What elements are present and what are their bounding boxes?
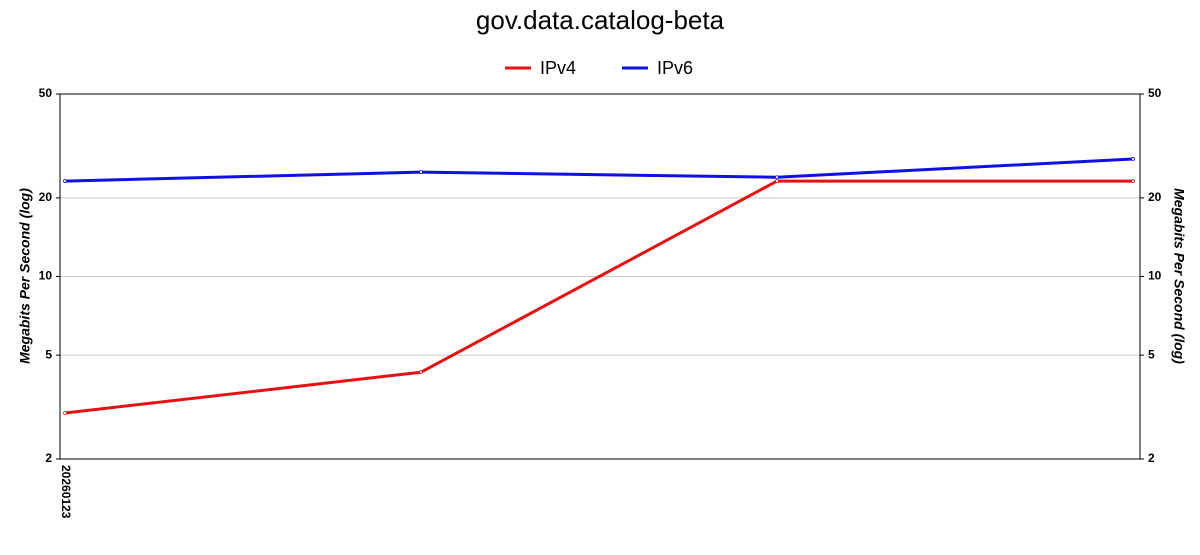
plot-frame [59, 93, 1141, 460]
x-tick-label: 20260123 [59, 465, 73, 519]
data-point [775, 179, 779, 183]
y2-tick-label: 10 [1148, 269, 1162, 283]
data-point [419, 170, 423, 175]
data-point [419, 370, 423, 375]
series-line [64, 157, 1134, 183]
data-point [63, 411, 67, 415]
y2-axis-label: Megabits Per Second (log) [1171, 188, 1187, 364]
y2-tick-label: 50 [1148, 86, 1162, 100]
legend-label: IPv6 [657, 58, 693, 78]
y-tick-label: 5 [45, 347, 52, 361]
data-point [775, 175, 779, 180]
y-axis-label: Megabits Per Second (log) [17, 188, 33, 364]
legend-label: IPv4 [540, 58, 576, 78]
data-point [63, 179, 67, 183]
series-line [64, 179, 1133, 415]
y-tick-label: 2 [45, 451, 52, 465]
data-point [1131, 179, 1135, 183]
y2-tick-label: 2 [1148, 451, 1155, 465]
y-tick-label: 10 [39, 269, 53, 283]
y-tick-label: 50 [39, 86, 53, 100]
y2-tick-label: 5 [1148, 347, 1155, 361]
y2-tick-label: 20 [1148, 190, 1162, 204]
y-tick-label: 20 [39, 190, 53, 204]
chart-title: gov.data.catalog-beta [476, 5, 725, 35]
data-point [1131, 157, 1135, 161]
